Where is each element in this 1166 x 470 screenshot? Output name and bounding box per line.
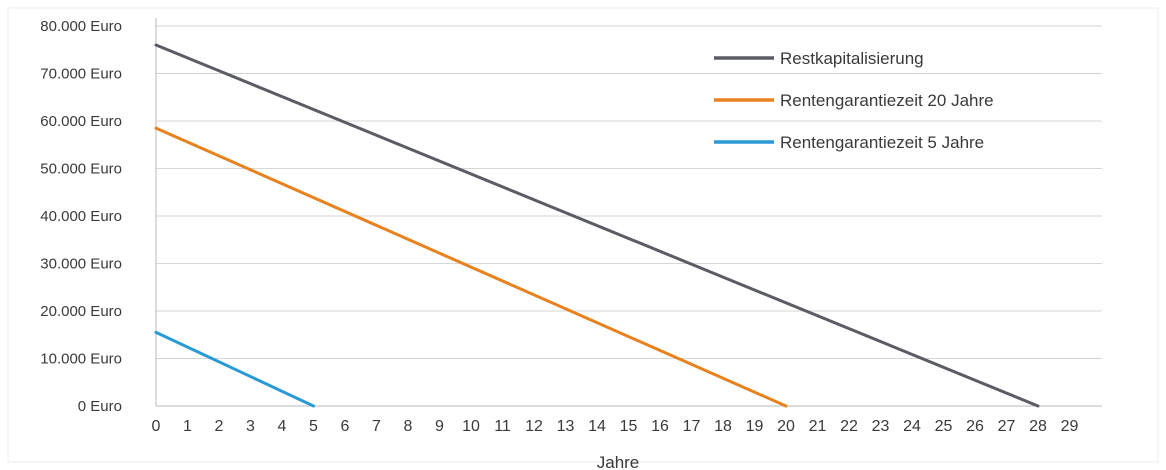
- x-tick-label: 21: [809, 418, 827, 435]
- y-tick-label: 20.000 Euro: [40, 303, 122, 320]
- y-tick-label: 40.000 Euro: [40, 208, 122, 225]
- x-tick-label: 11: [494, 418, 511, 435]
- legend-label: Rentengarantiezeit 5 Jahre: [780, 133, 984, 152]
- x-tick-label: 12: [525, 418, 543, 435]
- y-tick-label: 70.000 Euro: [40, 66, 122, 83]
- x-tick-label: 8: [404, 418, 413, 435]
- x-tick-label: 22: [840, 418, 858, 435]
- gridlines: [156, 25, 1102, 407]
- x-tick-label: 14: [588, 418, 606, 435]
- series-lines: [154, 43, 1040, 408]
- x-tick-label: 17: [683, 418, 701, 435]
- x-tick-label: 18: [714, 418, 732, 435]
- x-tick-label: 1: [183, 418, 192, 435]
- x-tick-label: 0: [152, 418, 161, 435]
- chart-frame: [7, 7, 1159, 463]
- x-tick-label: 28: [1029, 418, 1047, 435]
- x-tick-label: 9: [435, 418, 444, 435]
- x-tick-label: 10: [462, 418, 480, 435]
- x-tick-label: 16: [651, 418, 669, 435]
- y-tick-label: 0 Euro: [78, 398, 122, 415]
- x-tick-label: 2: [215, 418, 224, 435]
- x-tick-label: 27: [998, 418, 1016, 435]
- x-tick-label: 13: [557, 418, 575, 435]
- series-line-1: [154, 43, 1040, 408]
- x-tick-label: 15: [620, 418, 638, 435]
- x-tick-label: 6: [341, 418, 350, 435]
- x-tick-label: 26: [966, 418, 984, 435]
- y-tick-label: 10.000 Euro: [40, 351, 122, 368]
- x-tick-label: 25: [935, 418, 953, 435]
- x-tick-label: 7: [372, 418, 381, 435]
- series-line-2: [154, 126, 788, 408]
- legend-label: Restkapitalisierung: [780, 49, 924, 68]
- legend: Restkapitalisierung Rentengarantiezeit 20…: [714, 49, 994, 152]
- axes: 0 Euro 10.000 Euro 20.000 Euro 30.000 Euro 4…: [40, 18, 1079, 435]
- x-tick-label: 29: [1061, 418, 1079, 435]
- legend-label: Rentengarantiezeit 20 Jahre: [780, 91, 994, 110]
- x-tick-label: 20: [777, 418, 795, 435]
- x-axis-title: Jahre: [597, 453, 640, 470]
- x-tick-label: 4: [278, 418, 287, 435]
- x-tick-label: 23: [872, 418, 890, 435]
- x-tick-label: 24: [903, 418, 921, 435]
- x-tick-label: 19: [746, 418, 764, 435]
- y-tick-label: 60.000 Euro: [40, 113, 122, 130]
- y-tick-label: 80.000 Euro: [40, 18, 122, 35]
- y-tick-label: 50.000 Euro: [40, 161, 122, 178]
- x-tick-label: 3: [246, 418, 255, 435]
- series-line-3: [154, 330, 315, 408]
- y-tick-label: 30.000 Euro: [40, 256, 122, 273]
- x-tick-label: 5: [309, 418, 318, 435]
